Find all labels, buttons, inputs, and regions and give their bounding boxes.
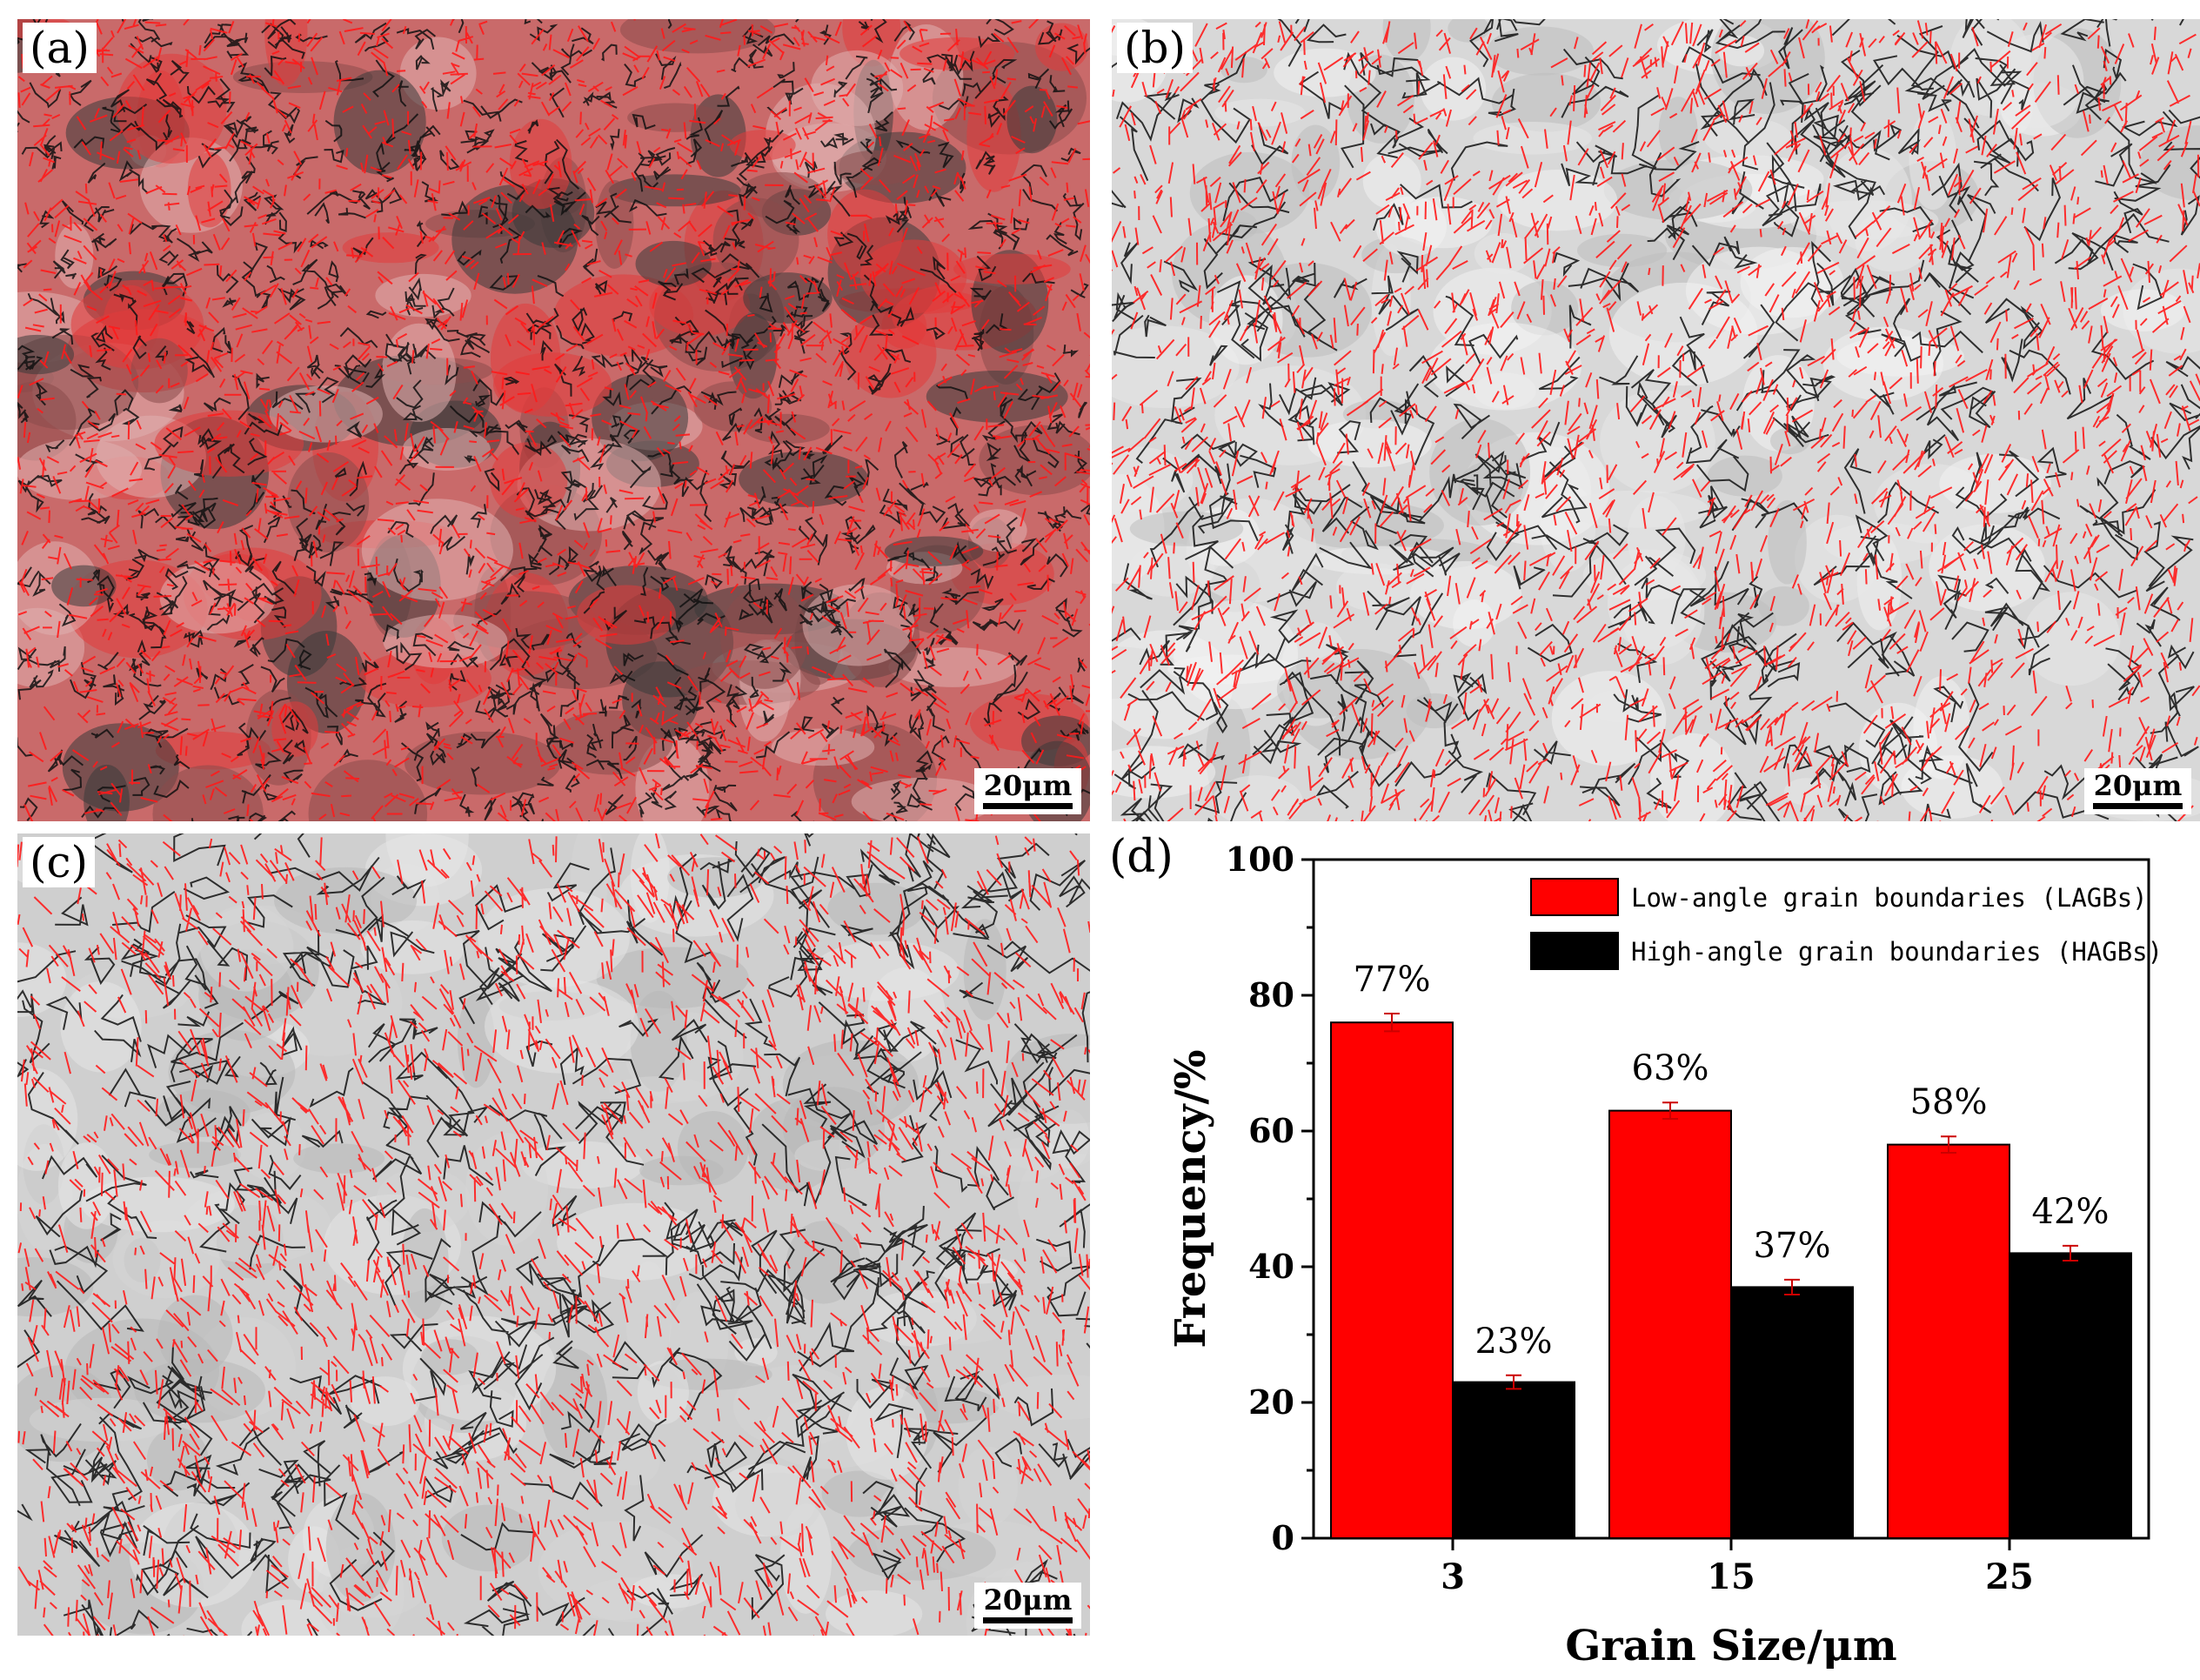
bar-lagb: [1330, 1021, 1454, 1539]
y-tick-label: 100: [1226, 840, 1294, 879]
bar-hagb: [1452, 1381, 1575, 1539]
scale-bar-c: 20μm: [974, 1583, 1081, 1629]
ebsd-map-a: (a) 20μm: [17, 19, 1090, 821]
grain-boundary-texture-c: [17, 833, 1090, 1636]
y-tick-label: 60: [1248, 1111, 1294, 1150]
x-axis-title: Grain Size/μm: [1565, 1622, 1896, 1670]
data-label: 77%: [1354, 960, 1431, 1000]
bar-chart: 0 20 40 60 80 100 3 77% 23% 15 63% 37% 25 58% 42% Grain…: [1167, 840, 2163, 1670]
bar-lagb: [1608, 1109, 1732, 1539]
legend-label-lagb: Low-angle grain boundaries (LAGBs): [1631, 883, 2148, 913]
scale-bar-line-b: [2093, 803, 2183, 809]
panel-label-a: (a): [23, 23, 97, 73]
ebsd-map-b: (b) 20μm: [1112, 19, 2200, 821]
y-tick-label: 80: [1248, 975, 1294, 1014]
x-tick-label: 25: [1985, 1556, 2034, 1597]
bar-lagb: [1887, 1143, 2010, 1539]
bar-hagb: [1730, 1286, 1854, 1540]
data-label: 37%: [1754, 1226, 1831, 1266]
scale-bar-line-c: [983, 1617, 1073, 1623]
data-label: 42%: [2032, 1192, 2110, 1232]
legend-swatch-lagb: [1530, 878, 1619, 916]
panel-label-d: (d): [1109, 831, 1174, 883]
bar-hagb: [2009, 1252, 2132, 1539]
data-label: 23%: [1475, 1322, 1553, 1362]
scale-bar-line-a: [983, 803, 1073, 809]
data-label: 63%: [1632, 1048, 1709, 1088]
y-axis-title: Frequency/%: [1167, 1049, 1215, 1348]
y-tick-label: 20: [1248, 1382, 1294, 1422]
scale-bar-text-b: 20μm: [2093, 769, 2183, 802]
legend-label-hagb: High-angle grain boundaries (HAGBs): [1631, 937, 2163, 967]
scale-bar-b: 20μm: [2084, 768, 2191, 814]
ebsd-map-c: (c) 20μm: [17, 833, 1090, 1636]
x-tick-label: 3: [1441, 1556, 1465, 1597]
grain-boundary-texture-a: [17, 19, 1090, 821]
x-tick-label: 15: [1707, 1556, 1755, 1597]
y-tick-label: 40: [1248, 1247, 1294, 1286]
panel-label-c: (c): [23, 837, 96, 887]
y-tick-label: 0: [1272, 1518, 1294, 1557]
scale-bar-text-c: 20μm: [983, 1583, 1073, 1616]
panel-label-b: (b): [1117, 23, 1194, 73]
data-label: 58%: [1910, 1082, 1988, 1122]
legend-swatch-hagb: [1530, 932, 1619, 970]
scale-bar-a: 20μm: [974, 768, 1081, 814]
scale-bar-text-a: 20μm: [983, 769, 1073, 802]
grain-boundary-texture-b: [1112, 19, 2200, 821]
